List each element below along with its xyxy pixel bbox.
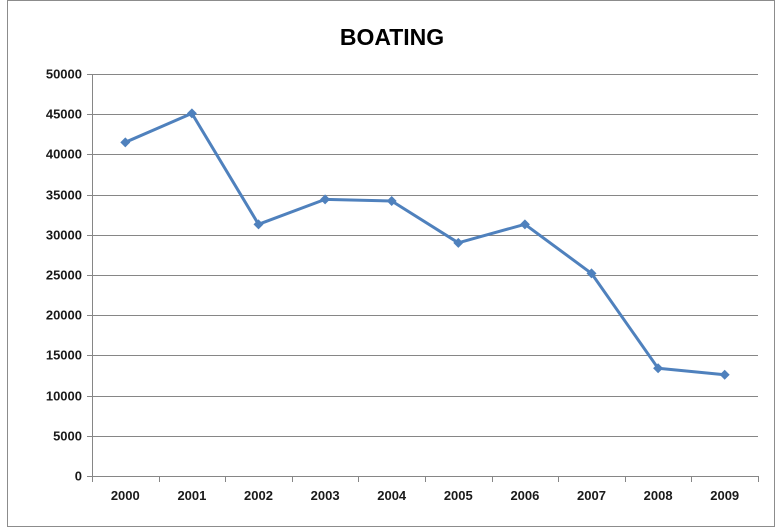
y-tick-label: 35000 [46,188,82,203]
chart-title: BOATING [340,24,444,50]
axes [87,74,759,482]
data-point-2008 [653,363,664,374]
x-tick-label-2001: 2001 [177,488,206,503]
y-tick-label: 25000 [46,268,82,283]
data-point-2005 [453,237,464,248]
data-point-2007 [586,268,597,279]
y-tick-label: 20000 [46,308,82,323]
data-point-2000 [120,137,131,148]
data-point-2003 [320,194,331,205]
data-point-2001 [186,108,197,119]
y-tick-label: 5000 [53,429,82,444]
x-tick-label-2006: 2006 [510,488,539,503]
x-tick-labels: 2000 2001 2002 2003 2004 2005 2006 2007 2008 2009 [111,488,739,503]
series-line-0 [123,111,727,377]
gridlines [92,74,758,437]
data-point-2006 [519,219,530,230]
y-tick-label: 10000 [46,389,82,404]
y-tick-label: 0 [75,469,82,484]
y-tick-label: 15000 [46,348,82,363]
x-tick-label-2000: 2000 [111,488,140,503]
x-tick-label-2005: 2005 [444,488,473,503]
y-tick-label: 40000 [46,147,82,162]
y-tick-label: 50000 [46,67,82,82]
x-tick-label-2004: 2004 [377,488,407,503]
y-tick-label: 45000 [46,107,82,122]
x-tick-label-2003: 2003 [311,488,340,503]
data-point-2002 [253,219,264,230]
x-tick-label-2009: 2009 [710,488,739,503]
x-tick-label-2007: 2007 [577,488,606,503]
data-point-2009 [719,369,730,380]
data-point-2004 [386,196,397,207]
y-tick-label: 30000 [46,228,82,243]
x-tick-label-2002: 2002 [244,488,273,503]
y-tick-labels: 0 5000 10000 15000 20000 25000 30000 35000 40000… [46,67,82,484]
series-layer [120,108,730,380]
x-tick-label-2008: 2008 [644,488,673,503]
chart-frame [7,0,775,527]
